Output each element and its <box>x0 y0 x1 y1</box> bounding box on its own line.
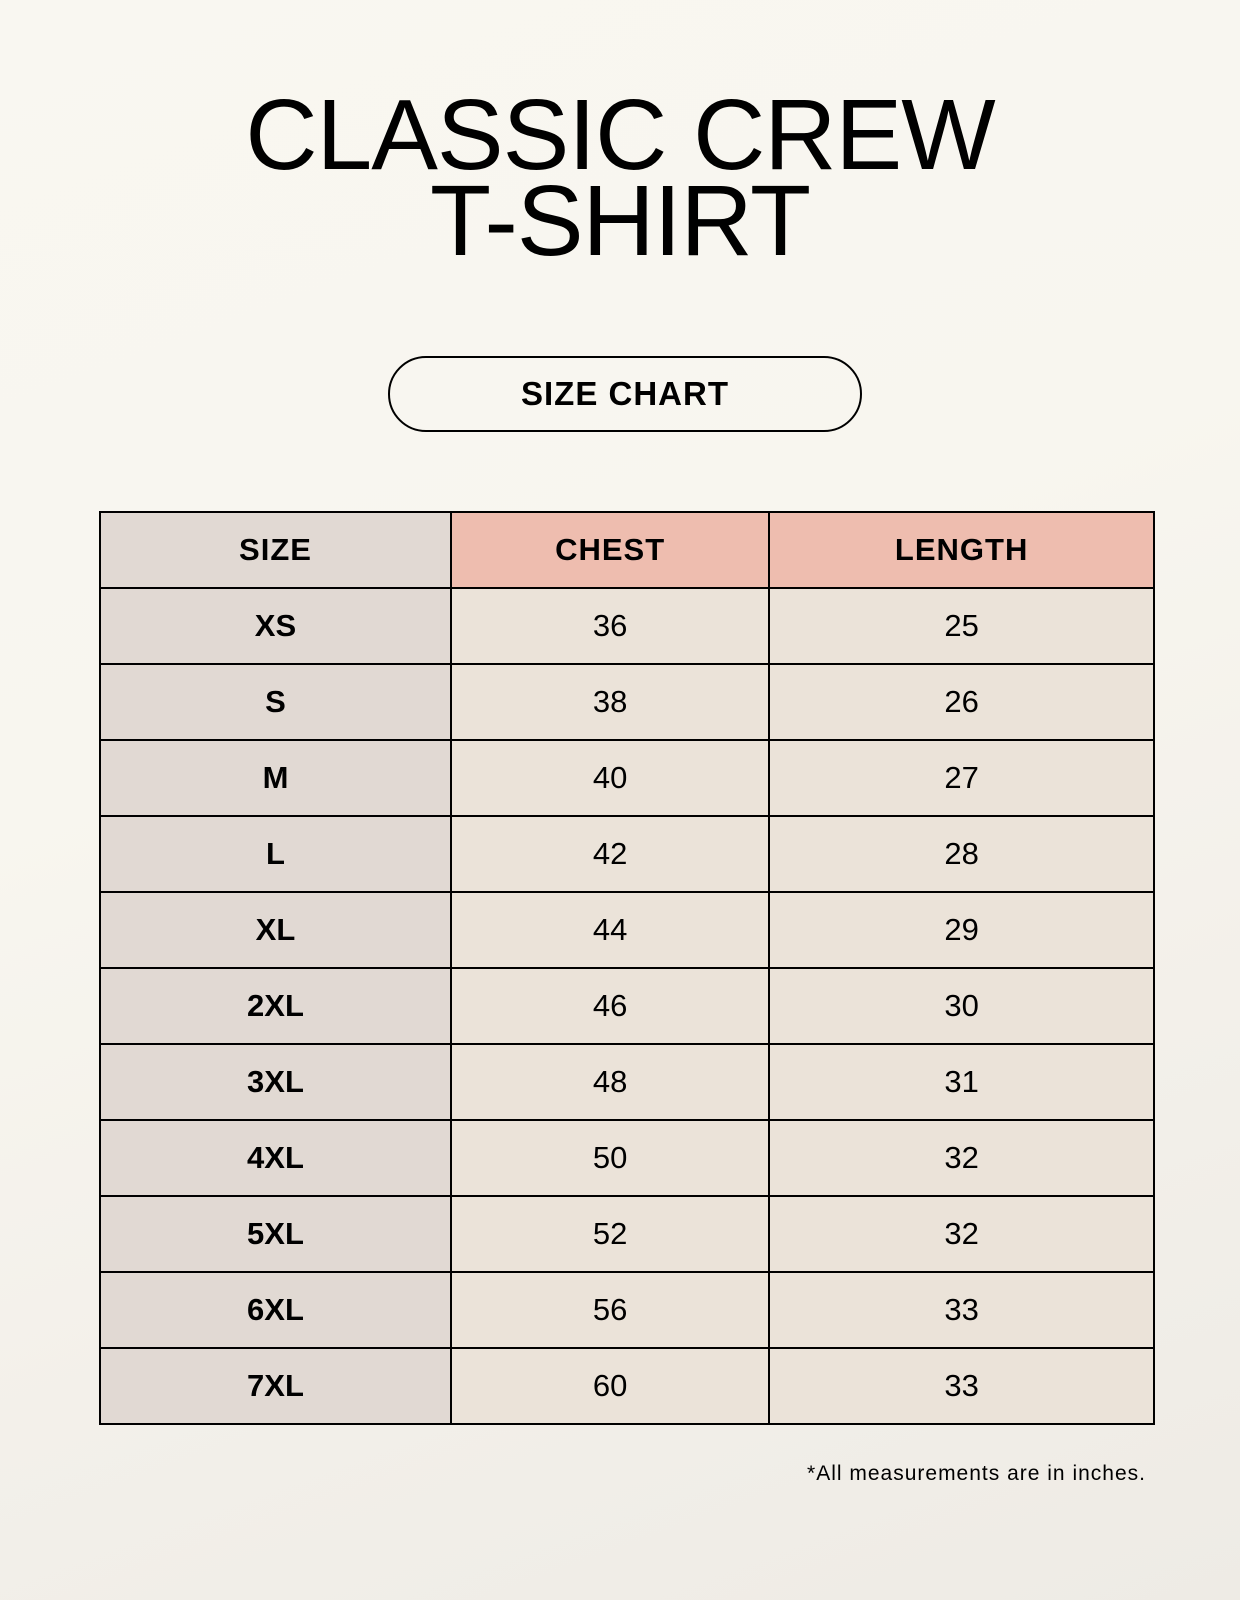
cell-chest: 44 <box>449 891 771 969</box>
cell-chest: 48 <box>449 1043 771 1121</box>
table-row: 7XL 60 33 <box>99 1347 1155 1425</box>
header-chest: CHEST <box>449 511 771 589</box>
cell-size: XS <box>99 587 452 665</box>
cell-chest: 56 <box>449 1271 771 1349</box>
header-size: SIZE <box>99 511 452 589</box>
cell-size: 2XL <box>99 967 452 1045</box>
title-line-2: T-SHIRT <box>429 165 811 277</box>
cell-length: 29 <box>768 891 1155 969</box>
footnote: *All measurements are in inches. <box>807 1462 1146 1485</box>
cell-chest: 50 <box>449 1119 771 1197</box>
table-row: S 38 26 <box>99 663 1155 741</box>
cell-size: L <box>99 815 452 893</box>
cell-length: 32 <box>768 1119 1155 1197</box>
cell-chest: 60 <box>449 1347 771 1425</box>
table-row: XL 44 29 <box>99 891 1155 969</box>
cell-length: 33 <box>768 1271 1155 1349</box>
cell-length: 31 <box>768 1043 1155 1121</box>
cell-chest: 52 <box>449 1195 771 1273</box>
table-row: 3XL 48 31 <box>99 1043 1155 1121</box>
table-row: XS 36 25 <box>99 587 1155 665</box>
table-row: 2XL 46 30 <box>99 967 1155 1045</box>
cell-size: 4XL <box>99 1119 452 1197</box>
table-row: L 42 28 <box>99 815 1155 893</box>
size-chart-badge: SIZE CHART <box>388 356 862 432</box>
cell-length: 27 <box>768 739 1155 817</box>
cell-length: 26 <box>768 663 1155 741</box>
cell-length: 25 <box>768 587 1155 665</box>
title-line-1: CLASSIC CREW <box>245 79 995 191</box>
cell-length: 32 <box>768 1195 1155 1273</box>
cell-chest: 42 <box>449 815 771 893</box>
table-row: 4XL 50 32 <box>99 1119 1155 1197</box>
size-table: SIZE CHEST LENGTH XS 36 25 S 38 26 M 40 27 L 42 28 X… <box>99 511 1155 1425</box>
cell-chest: 40 <box>449 739 771 817</box>
cell-size: M <box>99 739 452 817</box>
cell-chest: 38 <box>449 663 771 741</box>
cell-size: 5XL <box>99 1195 452 1273</box>
table-header-row: SIZE CHEST LENGTH <box>99 511 1155 589</box>
cell-size: S <box>99 663 452 741</box>
cell-size: 7XL <box>99 1347 452 1425</box>
table-row: 6XL 56 33 <box>99 1271 1155 1349</box>
cell-size: 3XL <box>99 1043 452 1121</box>
cell-chest: 36 <box>449 587 771 665</box>
cell-size: 6XL <box>99 1271 452 1349</box>
table-row: M 40 27 <box>99 739 1155 817</box>
cell-chest: 46 <box>449 967 771 1045</box>
cell-length: 28 <box>768 815 1155 893</box>
cell-length: 30 <box>768 967 1155 1045</box>
cell-size: XL <box>99 891 452 969</box>
table-row: 5XL 52 32 <box>99 1195 1155 1273</box>
page-title: CLASSIC CREW T-SHIRT <box>0 79 1240 277</box>
cell-length: 33 <box>768 1347 1155 1425</box>
header-length: LENGTH <box>768 511 1155 589</box>
